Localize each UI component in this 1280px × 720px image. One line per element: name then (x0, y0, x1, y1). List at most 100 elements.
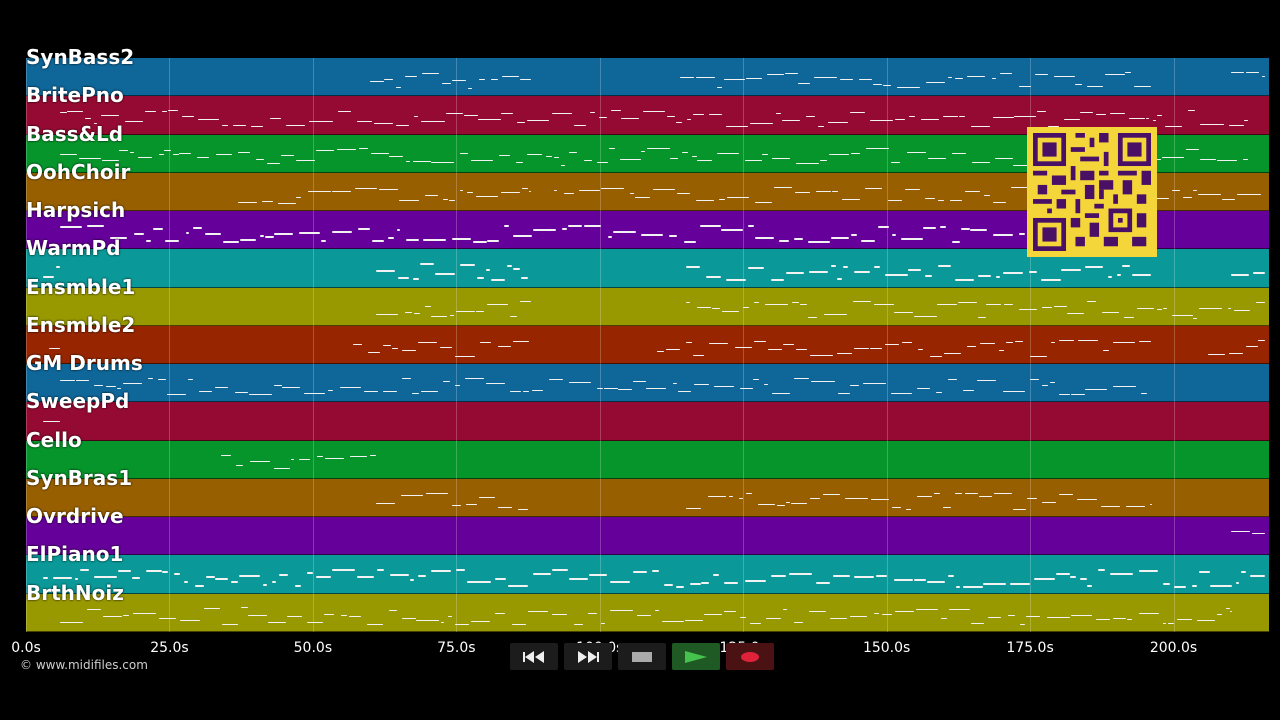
midi-note (1171, 314, 1193, 316)
track-lane (26, 402, 1269, 441)
play-icon (685, 650, 707, 663)
midi-note (1163, 583, 1170, 586)
play-button[interactable] (672, 643, 720, 670)
rewind-button[interactable] (510, 643, 558, 670)
midi-note (1183, 196, 1192, 198)
midi-note (290, 459, 295, 461)
midi-note (882, 613, 892, 615)
midi-note (1199, 307, 1222, 309)
midi-note (515, 161, 523, 163)
midi-note (926, 82, 945, 84)
midi-note (467, 87, 472, 89)
midi-note (837, 392, 850, 394)
stop-button[interactable] (618, 643, 666, 670)
midi-note (431, 161, 454, 163)
midi-note (1015, 341, 1024, 343)
midi-note (196, 156, 210, 158)
midi-note (459, 189, 464, 191)
midi-note (773, 186, 793, 188)
midi-note (1041, 278, 1061, 281)
transport-controls (510, 643, 774, 670)
midi-note (925, 198, 935, 200)
midi-note (1210, 584, 1233, 587)
midi-note (508, 584, 528, 587)
midi-note (652, 569, 660, 572)
midi-note (781, 119, 800, 121)
midi-note (1256, 302, 1266, 304)
midi-note (370, 153, 389, 155)
track-lane (26, 555, 1269, 594)
midi-note (1019, 308, 1038, 310)
midi-note (808, 240, 831, 243)
midi-note (93, 122, 98, 124)
midi-note (995, 158, 1013, 160)
track-lane (26, 478, 1269, 518)
midi-note (798, 83, 810, 85)
midi-note (74, 577, 79, 580)
midi-note (936, 392, 942, 394)
midi-note (1245, 345, 1259, 347)
midi-note (610, 580, 631, 583)
midi-note (783, 609, 788, 611)
record-button[interactable] (726, 643, 774, 670)
midi-note (1249, 574, 1266, 577)
midi-note (755, 202, 773, 204)
midi-note (917, 387, 930, 389)
midi-note (924, 274, 932, 277)
midi-note (370, 81, 384, 83)
midi-note (1173, 585, 1186, 588)
midi-note (94, 575, 117, 578)
tick-label: 175.0s (1006, 640, 1054, 656)
midi-note (237, 152, 251, 154)
midi-note (1193, 317, 1198, 319)
midi-note (1008, 615, 1016, 616)
midi-note (943, 507, 951, 508)
midi-note (309, 120, 333, 122)
midi-note (663, 583, 673, 586)
midi-note (467, 191, 474, 193)
midi-note (1105, 74, 1126, 76)
midi-note (970, 229, 988, 232)
midi-note (122, 383, 142, 385)
midi-note (765, 303, 788, 305)
midi-note (689, 582, 702, 585)
midi-note (701, 582, 710, 585)
midi-note (747, 266, 765, 269)
midi-note (520, 79, 531, 81)
midi-note (902, 341, 912, 343)
midi-note (158, 153, 164, 155)
midi-note (137, 157, 153, 159)
midi-note (443, 380, 450, 382)
midi-note (590, 112, 596, 114)
midi-note (814, 76, 837, 78)
midi-note (421, 391, 439, 393)
midi-note (596, 387, 604, 389)
midi-note (532, 573, 552, 576)
fast-forward-icon (578, 650, 599, 663)
record-icon (741, 651, 759, 662)
midi-note (795, 163, 819, 165)
midi-note (967, 75, 986, 77)
track-label: SynBras1 (26, 465, 133, 490)
midi-note (280, 155, 295, 157)
midi-note (1004, 304, 1013, 306)
midi-note (440, 622, 445, 624)
midi-note (938, 264, 952, 267)
midi-note (1019, 623, 1025, 625)
midi-note (1230, 531, 1250, 533)
midi-note (1029, 356, 1048, 358)
midi-note (424, 195, 438, 197)
midi-note (685, 301, 690, 303)
midi-note (966, 345, 976, 347)
midi-note (823, 313, 848, 315)
midi-note (753, 302, 760, 303)
midi-note (811, 381, 835, 383)
midi-note (859, 78, 872, 80)
midi-note (358, 147, 368, 149)
midi-note (549, 378, 563, 380)
midi-note (739, 387, 753, 389)
fast-forward-button[interactable] (564, 643, 612, 670)
midi-note (133, 613, 157, 615)
midi-note (1199, 159, 1216, 161)
midi-note (194, 585, 205, 588)
